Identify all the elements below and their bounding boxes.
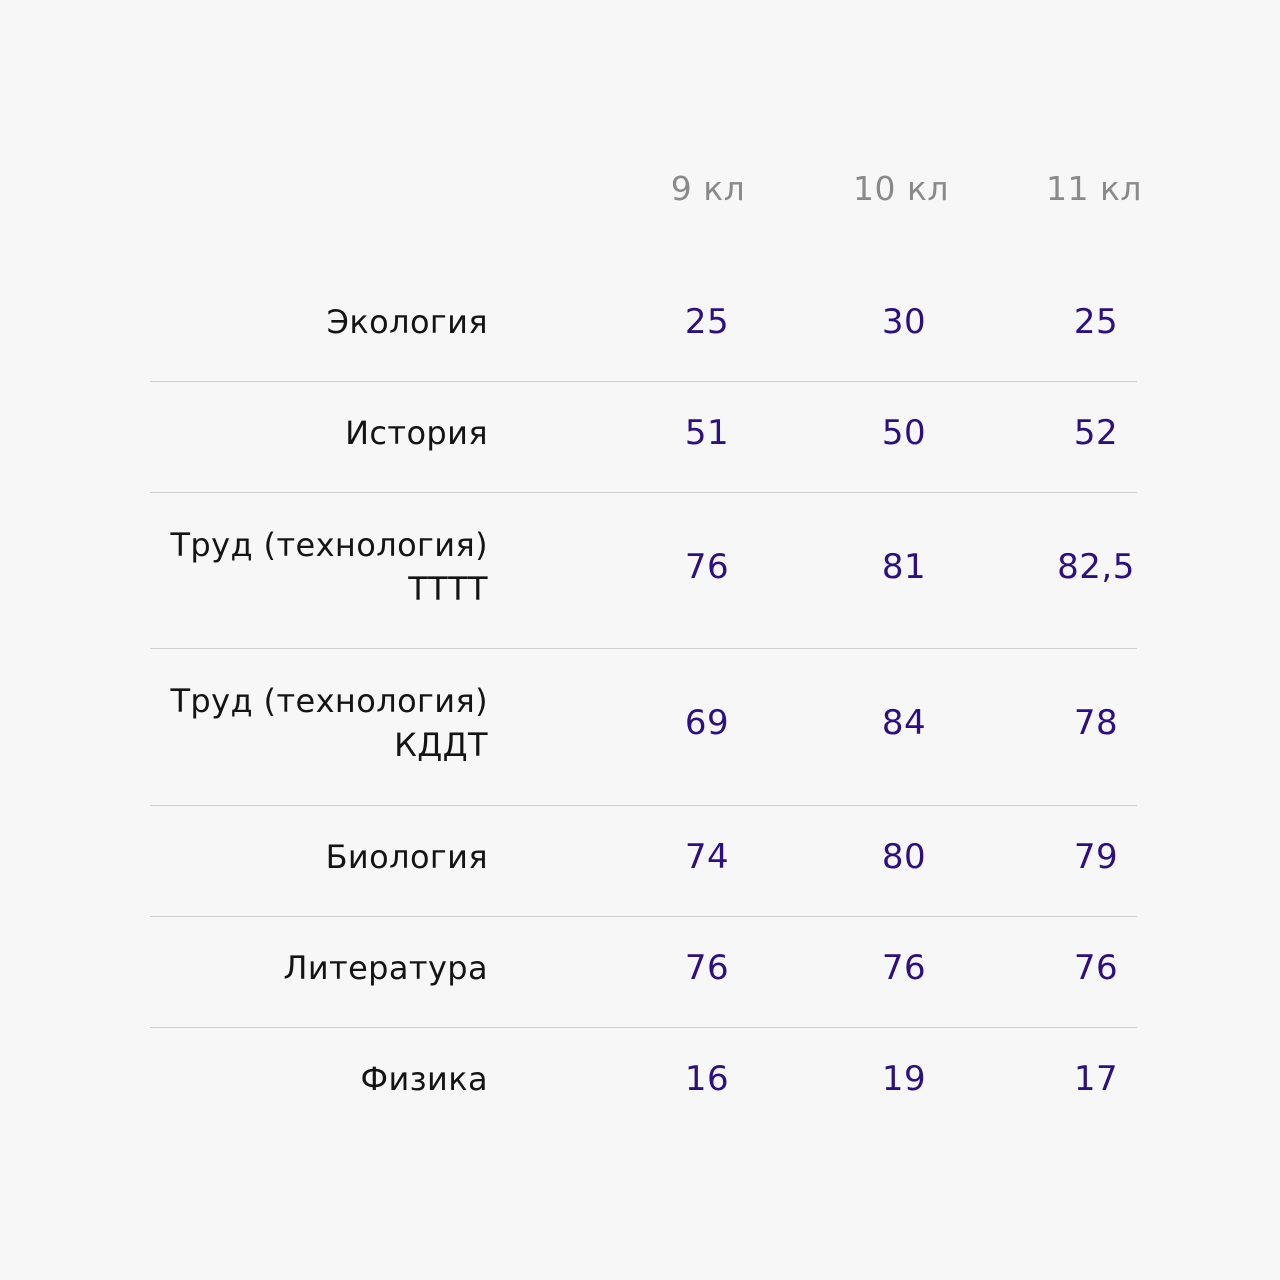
subject-label-line: Труд (технология) [170,526,488,564]
score-grade-9: 74 [684,837,730,877]
subject-label-line: История [345,414,488,452]
score-grade-9: 25 [684,302,730,342]
score-grade-10: 19 [881,1059,927,1099]
score-grade-9: 16 [684,1059,730,1099]
score-grade-9: 69 [684,703,730,743]
column-header-grade-10: 10 кл [852,169,949,208]
subject-label: Труд (технология) КДДТ [120,679,488,767]
score-grade-9: 76 [684,547,730,587]
subject-label: Биология [120,835,488,879]
table-row: Физика 16 19 17 [0,1055,1280,1103]
table-row: Труд (технология) КДДТ 69 84 78 [0,678,1280,768]
score-grade-9: 76 [684,948,730,988]
table-header: 9 кл 10 кл 11 кл [0,165,1280,213]
score-grade-11: 82,5 [1057,547,1135,587]
row-divider [150,381,1137,382]
subject-label-line: Труд (технология) [170,682,488,720]
score-grade-10: 50 [881,413,927,453]
score-grade-10: 30 [881,302,927,342]
column-header-grade-9: 9 кл [670,169,746,208]
row-divider [150,1027,1137,1028]
subject-label-line: ТТТТ [408,570,488,608]
table-row: Труд (технология) ТТТТ 76 81 82,5 [0,522,1280,612]
score-grade-10: 84 [881,703,927,743]
subject-label: Литература [120,946,488,990]
row-divider [150,805,1137,806]
score-grade-9: 51 [684,413,730,453]
score-grade-11: 78 [1073,703,1119,743]
subject-label-line: Литература [283,949,488,987]
subject-label: История [120,411,488,455]
score-grade-10: 81 [881,547,927,587]
subject-label: Физика [120,1057,488,1101]
score-grade-11: 17 [1073,1059,1119,1099]
column-header-grade-11: 11 кл [1045,169,1142,208]
score-grade-11: 25 [1073,302,1119,342]
subject-label-line: КДДТ [394,726,488,764]
score-grade-10: 80 [881,837,927,877]
table-row: Экология 25 30 25 [0,298,1280,346]
table-row: Биология 74 80 79 [0,833,1280,881]
row-divider [150,492,1137,493]
score-grade-11: 52 [1073,413,1119,453]
score-grade-11: 79 [1073,837,1119,877]
score-grade-11: 76 [1073,948,1119,988]
subject-label-line: Биология [325,838,488,876]
row-divider [150,648,1137,649]
table-row: Литература 76 76 76 [0,944,1280,992]
subject-label: Труд (технология) ТТТТ [120,523,488,611]
table-row: История 51 50 52 [0,409,1280,457]
subject-label: Экология [120,300,488,344]
row-divider [150,916,1137,917]
subject-label-line: Физика [360,1060,488,1098]
subject-label-line: Экология [326,303,488,341]
score-grade-10: 76 [881,948,927,988]
